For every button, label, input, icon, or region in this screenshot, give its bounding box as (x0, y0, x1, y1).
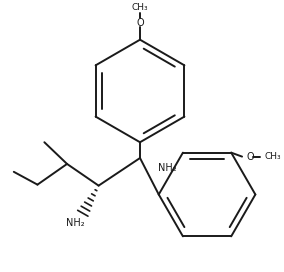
Text: CH₃: CH₃ (132, 3, 148, 12)
Text: CH₃: CH₃ (265, 152, 281, 161)
Text: NH₂: NH₂ (158, 163, 176, 173)
Text: O: O (247, 152, 255, 162)
Text: O: O (136, 18, 144, 28)
Text: NH₂: NH₂ (66, 218, 84, 228)
